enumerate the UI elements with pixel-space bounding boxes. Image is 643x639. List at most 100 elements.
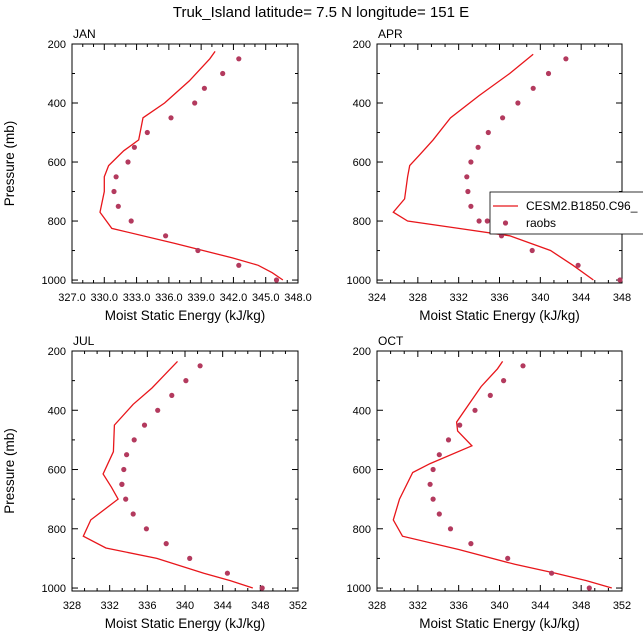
raobs-point	[430, 496, 436, 502]
raobs-point	[447, 526, 454, 532]
raobs-point	[487, 392, 493, 398]
chart-panel-jul: 328 332 336 340 344 348 352 200 400 600 800 1000 JUL…	[2, 334, 307, 631]
raobs-point	[224, 570, 230, 576]
raobs-point	[515, 100, 521, 106]
raobs-point	[121, 466, 127, 473]
chart-panel-apr: 324 328 332 336 340 344 348 200 400 600 800 1000 APR…	[347, 27, 632, 323]
raobs-point	[500, 115, 506, 121]
x-axis-title: Moist Static Energy (kJ/kg)	[419, 308, 580, 323]
raobs-point	[617, 277, 623, 283]
raobs-point	[144, 129, 150, 136]
y-tick-label: 1000	[42, 275, 66, 287]
raobs-point	[130, 511, 136, 517]
model-series-line	[82, 360, 254, 589]
model-series-line	[392, 361, 612, 589]
raobs-point	[436, 511, 442, 517]
x-tick-label: 348	[613, 292, 631, 304]
chart-panel-oct: 328 332 336 340 344 348 352 200 400 600 800 1000 OCT…	[347, 334, 632, 631]
model-series-line	[392, 53, 594, 281]
raobs-point	[485, 129, 491, 136]
x-tick-label: 336	[449, 600, 467, 612]
y-tick-label: 800	[48, 524, 66, 536]
raobs-point	[273, 277, 280, 283]
plot-frame	[71, 43, 299, 284]
x-tick-label: 328	[368, 600, 386, 612]
x-tick-label: 344	[572, 292, 590, 304]
raobs-point	[476, 218, 482, 224]
x-tick-label: 336	[490, 292, 508, 304]
raobs-point	[111, 188, 117, 195]
y-tick-label: 800	[353, 524, 371, 536]
raobs-point	[427, 481, 433, 487]
raobs-point	[113, 174, 119, 180]
raobs-point	[236, 262, 242, 268]
y-tick-label: 600	[353, 157, 371, 169]
plot-frame	[71, 350, 299, 592]
raobs-point	[131, 437, 137, 443]
raobs-point	[195, 247, 201, 254]
y-tick-label: 600	[353, 465, 371, 477]
raobs-point	[468, 541, 474, 547]
x-tick-label: 352	[613, 600, 631, 612]
x-tick-label: 340	[490, 600, 508, 612]
raobs-point	[163, 541, 169, 547]
y-tick-label: 1000	[42, 583, 66, 595]
raobs-point	[484, 218, 490, 224]
legend-obs-marker	[502, 220, 509, 226]
x-tick-label: 333.0	[123, 292, 151, 304]
x-tick-label: 327.0	[58, 292, 86, 304]
legend: CESM2.B1850.C96_raobs	[489, 191, 643, 235]
raobs-point	[457, 422, 463, 428]
panel-month-label: APR	[378, 27, 403, 41]
plot-frame	[376, 350, 623, 592]
raobs-point	[436, 452, 442, 458]
raobs-point	[192, 100, 198, 106]
x-tick-label: 324	[368, 292, 386, 304]
y-tick-label: 200	[48, 39, 66, 51]
raobs-point	[545, 70, 552, 77]
legend-model-label: CESM2.B1850.C96_	[526, 199, 638, 213]
y-tick-label: 800	[48, 216, 66, 228]
x-axis-title: Moist Static Energy (kJ/kg)	[419, 616, 580, 631]
y-axis-title: Pressure (mb)	[2, 428, 17, 514]
raobs-point	[131, 144, 137, 150]
raobs-point	[430, 466, 436, 473]
figure-title: Truk_Island latitude= 7.5 N longitude= 1…	[173, 4, 469, 21]
raobs-point	[124, 452, 130, 458]
x-tick-label: 328	[63, 600, 81, 612]
y-tick-label: 1000	[347, 583, 371, 595]
x-tick-label: 340	[176, 600, 194, 612]
y-tick-label: 800	[353, 216, 371, 228]
raobs-point	[472, 407, 478, 413]
y-tick-label: 600	[48, 157, 66, 169]
raobs-point	[183, 378, 189, 384]
legend-box	[489, 191, 643, 235]
x-tick-label: 332	[449, 292, 467, 304]
raobs-point	[586, 585, 592, 591]
y-tick-label: 400	[353, 405, 371, 417]
raobs-point	[549, 570, 555, 576]
raobs-point	[220, 70, 226, 77]
y-tick-label: 600	[48, 465, 66, 477]
y-tick-label: 400	[48, 405, 66, 417]
raobs-point	[475, 144, 481, 150]
raobs-point	[163, 233, 169, 239]
raobs-point	[468, 159, 474, 165]
y-tick-label: 400	[48, 98, 66, 110]
x-tick-label: 352	[289, 600, 307, 612]
panel-month-label: JAN	[73, 27, 96, 41]
raobs-point	[465, 188, 471, 195]
raobs-point	[501, 378, 507, 384]
x-tick-label: 348.0	[284, 292, 312, 304]
y-tick-label: 200	[48, 346, 66, 358]
x-tick-label: 348	[572, 600, 590, 612]
raobs-point	[115, 203, 121, 209]
x-tick-label: 342.0	[220, 292, 248, 304]
raobs-point	[498, 233, 505, 239]
raobs-point	[155, 407, 161, 413]
panel-month-label: OCT	[378, 334, 404, 348]
raobs-point	[143, 526, 149, 532]
legend-obs-label: raobs	[526, 216, 556, 230]
panels: 327.0 330.0 333.0 336.0 339.0 342.0 345.0 348.0…	[2, 27, 631, 631]
